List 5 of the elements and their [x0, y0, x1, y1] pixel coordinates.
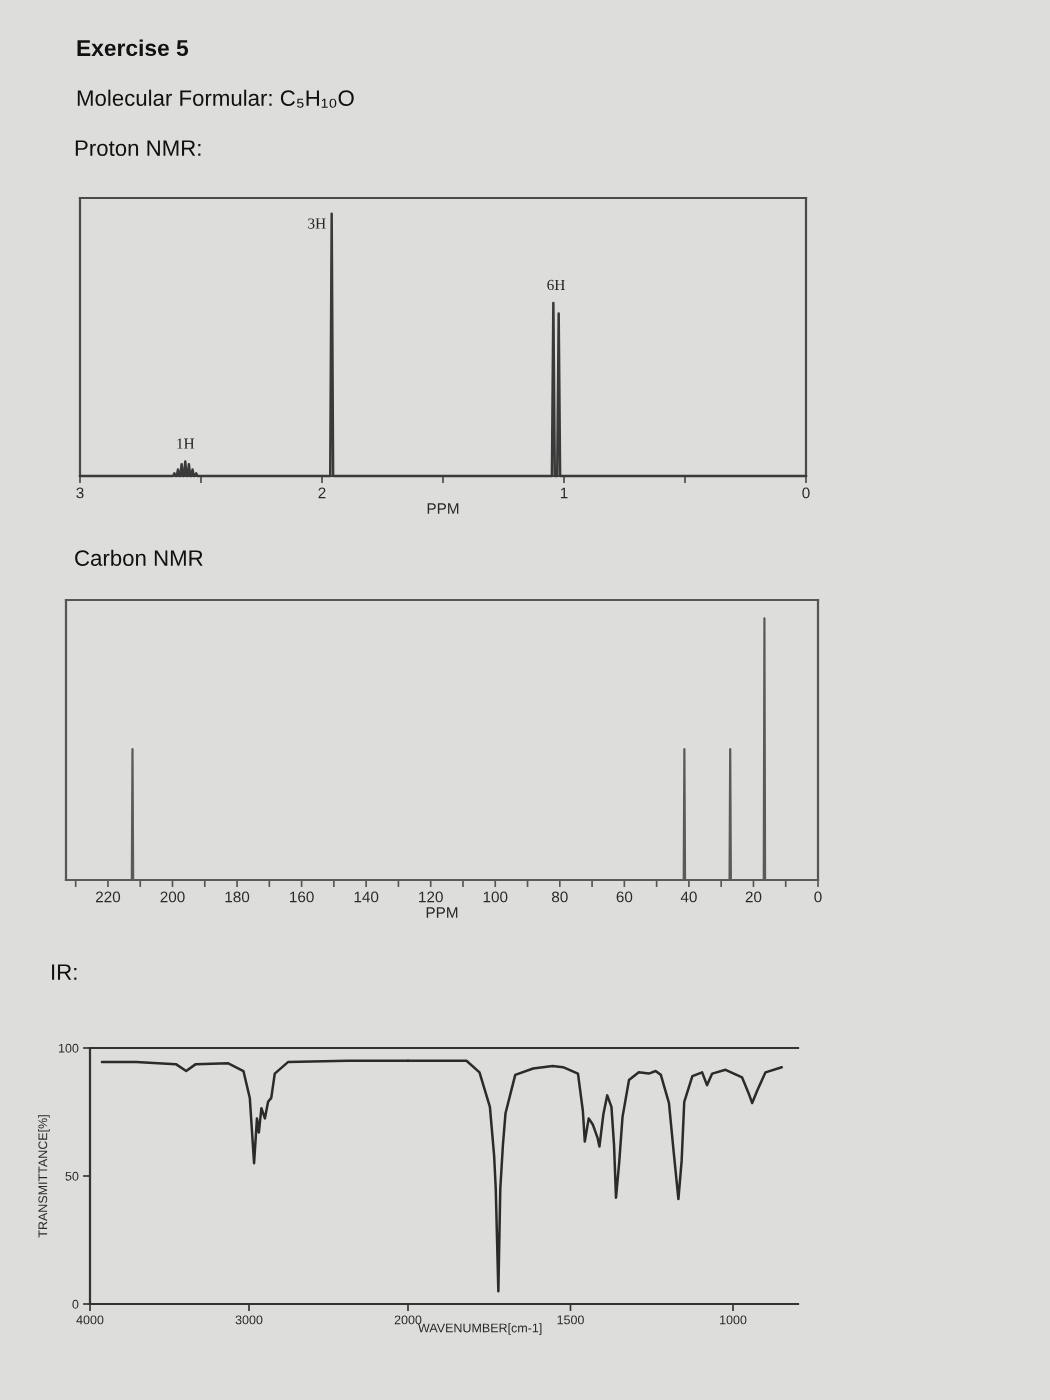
chart-subtitle: Molecular Formular: C₅H₁₀O [77, 89, 354, 108]
text: Proton NMR: [75, 140, 201, 156]
chart-title: Exercise 5 [77, 39, 189, 57]
chart-title: IR: [52, 964, 77, 980]
chart-title: Carbon NMR [75, 549, 203, 566]
